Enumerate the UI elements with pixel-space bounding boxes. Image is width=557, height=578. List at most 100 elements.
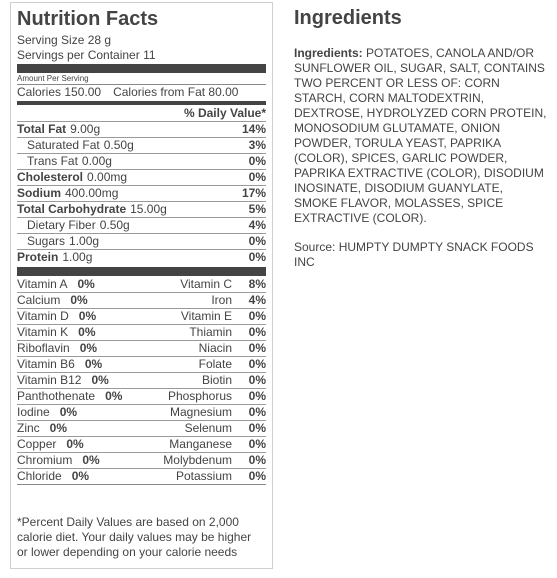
vitamin-right: Vitamin E 0% xyxy=(142,309,266,324)
nutrient-name: Protein xyxy=(17,250,59,264)
nutrient-row: Protein 1.00g 0% xyxy=(17,249,266,265)
vitamin-left: Chloride 0% xyxy=(17,469,142,484)
calories-row: Calories 150.00 Calories from Fat 80.00 xyxy=(17,84,266,100)
servings-per-container: Servings per Container 11 xyxy=(17,48,156,62)
vitamin-left: Iodine 0% xyxy=(17,405,142,420)
ingredients-list: POTATOES, CANOLA AND/OR SUNFLOWER OIL, S… xyxy=(294,46,547,225)
vitamin-name: Iodine xyxy=(17,405,50,419)
vitamin-name: Phosphorus xyxy=(167,389,232,403)
vitamin-percent: 0% xyxy=(82,453,100,467)
vitamin-right: Selenum 0% xyxy=(142,421,266,436)
vitamin-right: Magnesium 0% xyxy=(142,405,266,420)
nutrient-percent: 4% xyxy=(248,218,266,232)
vitamin-percent: 0% xyxy=(91,373,109,387)
nutrient-name: Sodium xyxy=(17,186,61,200)
vitamin-name: Copper xyxy=(17,437,57,451)
vitamin-name: Vitamin E xyxy=(180,309,232,323)
serving-size: Serving Size 28 g xyxy=(17,33,112,47)
ingredients-title: Ingredients xyxy=(294,7,402,29)
vitamin-right: Potassium 0% xyxy=(142,469,266,484)
nutrient-name: Trans Fat xyxy=(27,154,78,168)
vitamin-left: Panthothenate 0% xyxy=(17,389,142,404)
vitamin-name: Iron xyxy=(211,293,232,307)
ingredients-text: Ingredients: POTATOES, CANOLA AND/OR SUN… xyxy=(294,46,549,226)
nutrient-name: Sugars xyxy=(27,234,66,248)
nutrient-name: Total Carbohydrate xyxy=(17,202,127,216)
nutrient-percent: 0% xyxy=(248,234,266,248)
vitamin-name: Selenum xyxy=(184,421,232,435)
vitamin-left: Zinc 0% xyxy=(17,421,142,436)
vitamin-row: Vitamin D 0% Vitamin E 0% xyxy=(17,308,266,324)
nutrient-amount: 400.00mg xyxy=(65,186,119,200)
vitamin-list: Vitamin A 0% Vitamin C 8% Calcium 0% Iron 4% Vit… xyxy=(17,277,266,484)
vitamin-percent: 0% xyxy=(248,421,266,435)
nutrient-label: Total Fat 9.00g xyxy=(17,122,100,137)
nutrient-row: Cholesterol 0.00mg 0% xyxy=(17,169,266,185)
vitamin-percent: 0% xyxy=(71,469,90,483)
nutrient-name: Cholesterol xyxy=(17,170,84,184)
nutrient-percent: 3% xyxy=(248,138,266,152)
vitamin-percent: 0% xyxy=(248,309,266,323)
ingredients-panel: Ingredients Ingredients: POTATOES, CANOL… xyxy=(294,6,549,270)
nutrient-percent: 5% xyxy=(248,202,266,216)
nutrient-amount: 15.00g xyxy=(130,202,167,216)
vitamin-percent: 0% xyxy=(78,325,96,339)
nutrient-amount: 0.50g xyxy=(99,218,130,232)
vitamin-percent: 8% xyxy=(248,277,266,291)
vitamin-name: Manganese xyxy=(169,437,232,451)
vitamin-percent: 0% xyxy=(77,277,95,291)
vitamin-name: Magnesium xyxy=(169,405,232,419)
nutrient-name: Saturated Fat xyxy=(27,138,100,152)
nutrition-facts-label: Nutrition Facts Serving Size 28 g Servin… xyxy=(10,2,273,569)
vitamin-name: Vitamin D xyxy=(17,309,69,323)
nutrient-name: Total Fat xyxy=(17,122,67,136)
vitamin-left: Vitamin K 0% xyxy=(17,325,142,340)
nutrient-name: Dietary Fiber xyxy=(27,218,96,232)
vitamin-name: Riboflavin xyxy=(17,341,70,355)
nutrient-percent: 0% xyxy=(248,170,266,184)
vitamin-right: Vitamin C 8% xyxy=(142,277,266,292)
vitamin-row: Vitamin B6 0% Folate 0% xyxy=(17,356,266,372)
vitamin-right: Folate 0% xyxy=(142,357,266,372)
source-text: Source: HUMPTY DUMPTY SNACK FOODS INC xyxy=(294,240,534,269)
vitamin-left: Calcium 0% xyxy=(17,293,142,308)
vitamin-name: Chloride xyxy=(17,469,62,483)
vitamin-percent: 0% xyxy=(248,357,266,371)
vitamin-name: Chromium xyxy=(17,453,73,467)
nutrient-percent: 17% xyxy=(241,186,266,200)
nutrient-row: Sugars 1.00g 0% xyxy=(17,233,266,249)
vitamin-name: Niacin xyxy=(198,341,232,355)
vitamin-left: Riboflavin 0% xyxy=(17,341,142,356)
vitamin-percent: 0% xyxy=(70,293,88,307)
vitamin-percent: 0% xyxy=(79,341,98,355)
vitamin-percent: 0% xyxy=(248,325,266,339)
calories-value: Calories 150.00 xyxy=(17,85,102,99)
nutrient-label: Total Carbohydrate 15.00g xyxy=(17,202,167,217)
vitamin-percent: 0% xyxy=(248,373,266,387)
nutrient-label: Trans Fat 0.00g xyxy=(17,154,112,169)
vitamin-row: Copper 0% Manganese 0% xyxy=(17,436,266,452)
vitamin-right: Niacin 0% xyxy=(142,341,266,356)
nutrient-row: Saturated Fat 0.50g 3% xyxy=(17,137,266,153)
nutrient-amount: 1.00g xyxy=(69,234,100,248)
vitamin-percent: 0% xyxy=(248,341,266,355)
vitamin-row: Iodine 0% Magnesium 0% xyxy=(17,404,266,420)
vitamin-name: Thiamin xyxy=(189,325,232,339)
nutrient-label: Dietary Fiber 0.50g xyxy=(17,218,130,233)
vitamin-right: Phosphorus 0% xyxy=(142,389,266,404)
vitamin-name: Zinc xyxy=(17,421,40,435)
vitamin-row: Chloride 0% Potassium 0% xyxy=(17,468,266,484)
vitamin-left: Vitamin B12 0% xyxy=(17,373,142,388)
vitamin-percent: 0% xyxy=(248,453,266,467)
thick-divider-2 xyxy=(17,267,266,276)
calories-from-fat: Calories from Fat 80.00 xyxy=(113,85,239,99)
vitamin-name: Vitamin C xyxy=(180,277,232,291)
daily-value-header: % Daily Value* xyxy=(183,106,266,120)
vitamin-left: Chromium 0% xyxy=(17,453,142,468)
vitamin-percent: 0% xyxy=(49,421,68,435)
nutrient-percent: 0% xyxy=(248,250,266,264)
vitamin-name: Molybdenum xyxy=(163,453,232,467)
vitamin-percent: 0% xyxy=(248,437,266,451)
vitamin-right: Thiamin 0% xyxy=(142,325,266,340)
vitamin-name: Vitamin B6 xyxy=(17,357,75,371)
